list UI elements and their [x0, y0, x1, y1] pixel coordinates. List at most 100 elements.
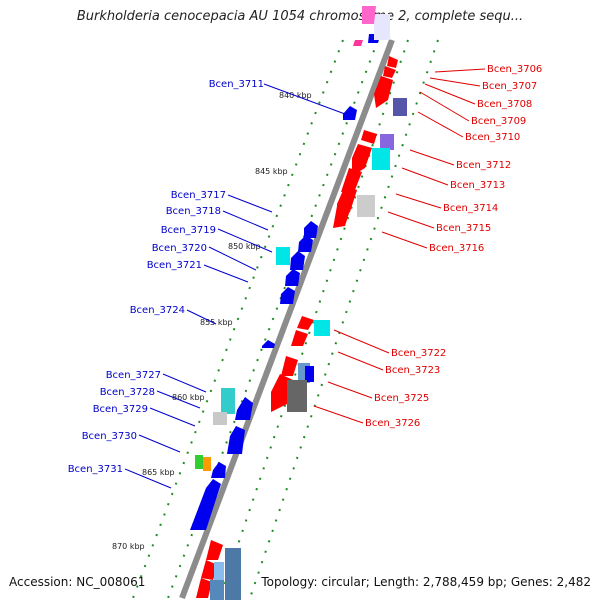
gene-feature[interactable]: [210, 580, 224, 600]
gene-label[interactable]: Bcen_3709: [471, 116, 526, 127]
gene-feature[interactable]: [372, 148, 390, 170]
gene-label[interactable]: Bcen_3706: [487, 64, 542, 75]
gene-label[interactable]: Bcen_3721: [147, 260, 202, 271]
forward-strand-genes[interactable]: [196, 6, 407, 600]
gene-feature[interactable]: [383, 66, 396, 78]
gene-label[interactable]: Bcen_3720: [152, 243, 207, 254]
gene-label[interactable]: Bcen_3727: [106, 370, 161, 381]
gene-label[interactable]: Bcen_3719: [161, 225, 216, 236]
leader-line: [217, 228, 273, 253]
gene-label[interactable]: Bcen_3718: [166, 206, 221, 217]
gene-feature[interactable]: [281, 356, 298, 376]
gene-feature[interactable]: [341, 168, 362, 192]
gene-feature[interactable]: [195, 455, 203, 469]
gene-feature[interactable]: [305, 366, 314, 382]
leader-line: [401, 167, 449, 186]
leader-line: [222, 210, 269, 231]
gene-label[interactable]: Bcen_3729: [93, 404, 148, 415]
forward-gene-labels[interactable]: Bcen_3706 Bcen_3707 Bcen_3708 Bcen_3709 …: [365, 64, 542, 429]
gene-feature[interactable]: [374, 76, 393, 108]
composite-features[interactable]: [195, 14, 390, 471]
gene-feature[interactable]: [380, 134, 394, 150]
gene-feature[interactable]: [211, 462, 226, 478]
gene-feature[interactable]: [227, 426, 245, 454]
reverse-leader-lines: [124, 83, 346, 489]
gene-feature: [353, 40, 363, 46]
gene-label[interactable]: Bcen_3715: [436, 223, 491, 234]
kbp-marker: 865 kbp: [142, 468, 175, 477]
leader-line: [424, 83, 476, 105]
gene-label[interactable]: Bcen_3728: [100, 387, 155, 398]
gene-feature[interactable]: [343, 106, 357, 120]
gene-label[interactable]: Bcen_3711: [209, 79, 264, 90]
gene-feature[interactable]: [213, 412, 227, 425]
kbp-marker: 860 kbp: [172, 393, 205, 402]
gene-feature[interactable]: [280, 287, 295, 304]
gene-feature[interactable]: [206, 540, 223, 560]
gene-feature[interactable]: [333, 206, 350, 228]
gene-label[interactable]: Bcen_3707: [482, 81, 537, 92]
gene-feature[interactable]: [196, 578, 212, 598]
gene-label[interactable]: Bcen_3726: [365, 418, 420, 429]
leader-line: [337, 351, 384, 371]
gene-label[interactable]: Bcen_3723: [385, 365, 440, 376]
leader-line: [208, 246, 257, 271]
gene-label[interactable]: Bcen_3717: [171, 190, 226, 201]
gene-feature[interactable]: [235, 397, 253, 420]
gene-label[interactable]: Bcen_3731: [68, 464, 123, 475]
gene-feature[interactable]: [357, 195, 375, 217]
gene-feature[interactable]: [298, 235, 313, 252]
leader-line: [429, 77, 481, 87]
leader-line: [381, 231, 428, 249]
gene-feature[interactable]: [203, 457, 211, 471]
gene-feature[interactable]: [285, 269, 300, 286]
gene-feature[interactable]: [361, 130, 377, 144]
chromosome-backbone: [179, 38, 395, 600]
kbp-marker: 850 kbp: [228, 242, 261, 251]
gene-feature[interactable]: [201, 560, 218, 580]
gene-feature[interactable]: [276, 247, 290, 265]
gene-feature[interactable]: [190, 479, 221, 530]
gene-feature[interactable]: [304, 221, 318, 238]
leader-line: [387, 211, 435, 229]
leader-line: [124, 468, 172, 489]
kbp-marker: 845 kbp: [255, 167, 288, 176]
gene-feature[interactable]: [374, 14, 390, 40]
gene-label[interactable]: Bcen_3712: [456, 160, 511, 171]
outer-forward-track: [249, 39, 439, 599]
gene-label[interactable]: Bcen_3710: [465, 132, 520, 143]
gene-feature[interactable]: [287, 380, 307, 412]
reverse-gene-labels[interactable]: Bcen_3711 Bcen_3717 Bcen_3718 Bcen_3719 …: [68, 79, 264, 475]
gene-label[interactable]: Bcen_3724: [130, 305, 185, 316]
leader-line: [434, 68, 486, 73]
leader-line: [395, 193, 442, 209]
gene-feature[interactable]: [314, 320, 330, 336]
gene-label[interactable]: Bcen_3725: [374, 393, 429, 404]
gene-feature[interactable]: [387, 56, 398, 68]
gene-feature[interactable]: [221, 388, 235, 414]
gene-feature[interactable]: [290, 251, 305, 270]
gene-label[interactable]: Bcen_3708: [477, 99, 532, 110]
gene-feature[interactable]: [214, 562, 224, 580]
leader-line: [138, 434, 181, 453]
leader-line: [156, 390, 201, 409]
reverse-strand-genes[interactable]: [190, 34, 380, 530]
gene-label[interactable]: Bcen_3730: [82, 431, 137, 442]
gene-label[interactable]: Bcen_3722: [391, 348, 446, 359]
leader-line: [409, 149, 455, 166]
gene-feature[interactable]: [393, 98, 407, 116]
gene-feature[interactable]: [262, 340, 275, 348]
accession-label: Accession: NC_008061: [9, 575, 146, 589]
gene-label[interactable]: Bcen_3716: [429, 243, 484, 254]
gene-feature[interactable]: [297, 316, 314, 330]
gene-label[interactable]: Bcen_3714: [443, 203, 498, 214]
leader-line: [333, 329, 390, 354]
gene-label[interactable]: Bcen_3713: [450, 180, 505, 191]
gene-feature: [362, 6, 376, 24]
gene-feature[interactable]: [225, 548, 241, 600]
outer-reverse-track: [132, 39, 344, 599]
gene-feature[interactable]: [352, 144, 372, 176]
gene-feature[interactable]: [291, 330, 308, 346]
leader-line: [149, 407, 196, 427]
